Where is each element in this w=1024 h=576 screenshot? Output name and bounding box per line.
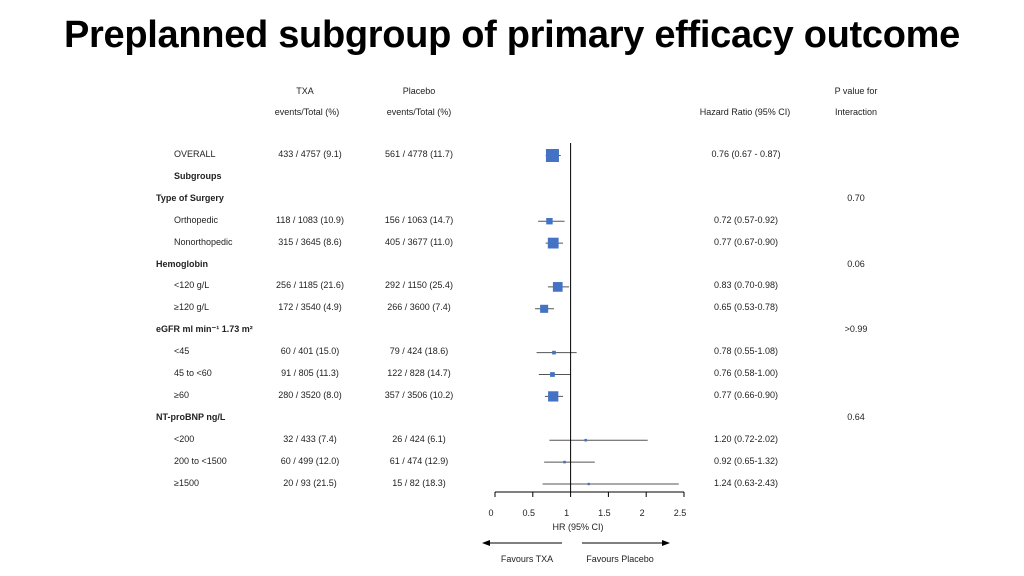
x-tick-label: 2.5 bbox=[673, 508, 687, 518]
row-placebo-events: 26 / 424 (6.1) bbox=[392, 433, 446, 444]
row-label: 45 to <60 bbox=[174, 368, 212, 378]
hr-marker bbox=[547, 237, 559, 249]
hr-marker bbox=[563, 460, 566, 464]
row-placebo-events: 122 / 828 (14.7) bbox=[387, 368, 451, 378]
row-hazard-ratio: 0.77 (0.66-0.90) bbox=[713, 389, 779, 400]
row-label: 200 to <1500 bbox=[174, 455, 227, 466]
x-tick-label: 1.5 bbox=[598, 508, 611, 518]
row-hazard-ratio: 0.65 (0.53-0.78) bbox=[713, 302, 779, 313]
section-label: Subgroups bbox=[174, 170, 222, 181]
row-label: <120 g/L bbox=[174, 280, 210, 291]
p-interaction: >0.99 bbox=[844, 324, 868, 335]
row-placebo-events: 156 / 1063 (14.7) bbox=[384, 214, 454, 225]
row-txa-events: 172 / 3540 (4.9) bbox=[278, 302, 342, 313]
hr-marker bbox=[552, 282, 563, 292]
x-tick-label: 2 bbox=[639, 508, 645, 518]
row-placebo-events: 561 / 4778 (11.7) bbox=[385, 149, 453, 159]
slide-title: Preplanned subgroup of primary efficacy … bbox=[64, 14, 960, 56]
row-placebo-events: 405 / 3677 (11.0) bbox=[385, 236, 453, 247]
row-placebo-events: 61 / 474 (12.9) bbox=[389, 455, 449, 466]
row-hazard-ratio: 0.76 (0.67 - 0.87) bbox=[711, 149, 781, 159]
row-txa-events: 60 / 499 (12.0) bbox=[280, 455, 340, 466]
row-label: OVERALL bbox=[174, 149, 216, 159]
header-p-value: P value for bbox=[834, 86, 878, 96]
group-label: NT-proBNP ng/L bbox=[156, 411, 226, 422]
hr-marker bbox=[546, 218, 553, 225]
header-placebo-sub: events/Total (%) bbox=[386, 107, 452, 117]
row-hazard-ratio: 0.76 (0.58-1.00) bbox=[713, 368, 779, 378]
row-label: Orthopedic bbox=[174, 214, 219, 225]
row-label: ≥1500 bbox=[174, 477, 199, 488]
p-interaction: 0.06 bbox=[847, 258, 865, 269]
row-hazard-ratio: 0.83 (0.70-0.98) bbox=[713, 280, 779, 291]
row-label: <45 bbox=[174, 346, 190, 357]
favours-placebo-label: Favours Placebo bbox=[586, 554, 654, 564]
hr-marker bbox=[584, 438, 587, 442]
header-txa-sub: events/Total (%) bbox=[274, 107, 340, 117]
row-placebo-events: 15 / 82 (18.3) bbox=[392, 477, 446, 488]
row-placebo-events: 292 / 1150 (25.4) bbox=[385, 280, 453, 291]
row-txa-events: 118 / 1083 (10.9) bbox=[276, 214, 344, 225]
hr-marker bbox=[548, 391, 559, 402]
hr-marker bbox=[540, 304, 549, 313]
hr-marker bbox=[552, 350, 556, 355]
header-interaction: Interaction bbox=[834, 107, 878, 117]
row-txa-events: 280 / 3520 (8.0) bbox=[278, 389, 342, 400]
row-txa-events: 32 / 433 (7.4) bbox=[283, 433, 337, 444]
row-hazard-ratio: 0.77 (0.67-0.90) bbox=[713, 236, 779, 247]
hr-marker bbox=[545, 149, 559, 162]
header-hazard-ratio: Hazard Ratio (95% CI) bbox=[699, 107, 791, 117]
row-hazard-ratio: 0.72 (0.57-0.92) bbox=[713, 214, 779, 225]
group-label: eGFR ml min⁻¹ 1.73 m² bbox=[156, 324, 253, 335]
row-hazard-ratio: 1.24 (0.63-2.43) bbox=[713, 477, 779, 488]
row-txa-events: 256 / 1185 (21.6) bbox=[276, 280, 344, 291]
row-label: <200 bbox=[174, 433, 195, 444]
row-placebo-events: 266 / 3600 (7.4) bbox=[387, 302, 451, 313]
row-txa-events: 60 / 401 (15.0) bbox=[280, 346, 340, 357]
row-txa-events: 91 / 805 (11.3) bbox=[281, 368, 339, 378]
x-tick-label: 1 bbox=[564, 508, 570, 518]
row-label: Nonorthopedic bbox=[174, 236, 233, 247]
header-placebo: Placebo bbox=[402, 86, 436, 96]
arrow-left-head bbox=[482, 540, 490, 546]
row-txa-events: 315 / 3645 (8.6) bbox=[278, 236, 342, 247]
row-label: ≥60 bbox=[174, 389, 189, 400]
group-label: Hemoglobin bbox=[156, 258, 208, 269]
p-interaction: 0.70 bbox=[847, 192, 865, 203]
hr-marker bbox=[550, 372, 555, 377]
row-txa-events: 20 / 93 (21.5) bbox=[283, 477, 337, 488]
hr-marker bbox=[587, 482, 590, 486]
row-placebo-events: 357 / 3506 (10.2) bbox=[384, 389, 454, 400]
header-txa: TXA bbox=[296, 86, 314, 96]
x-tick-label: 0.5 bbox=[522, 508, 536, 518]
arrow-right-head bbox=[662, 540, 670, 546]
favours-txa-label: Favours TXA bbox=[500, 554, 554, 564]
row-hazard-ratio: 0.78 (0.55-1.08) bbox=[713, 346, 779, 357]
x-axis-label: HR (95% CI) bbox=[552, 522, 604, 532]
row-hazard-ratio: 0.92 (0.65-1.32) bbox=[713, 455, 779, 466]
row-label: ≥120 g/L bbox=[174, 302, 209, 313]
row-txa-events: 433 / 4757 (9.1) bbox=[278, 149, 342, 159]
row-hazard-ratio: 1.20 (0.72-2.02) bbox=[713, 433, 779, 444]
x-tick-label: 0 bbox=[488, 508, 494, 518]
group-label: Type of Surgery bbox=[156, 192, 224, 203]
row-placebo-events: 79 / 424 (18.6) bbox=[389, 346, 449, 357]
p-interaction: 0.64 bbox=[847, 411, 865, 422]
